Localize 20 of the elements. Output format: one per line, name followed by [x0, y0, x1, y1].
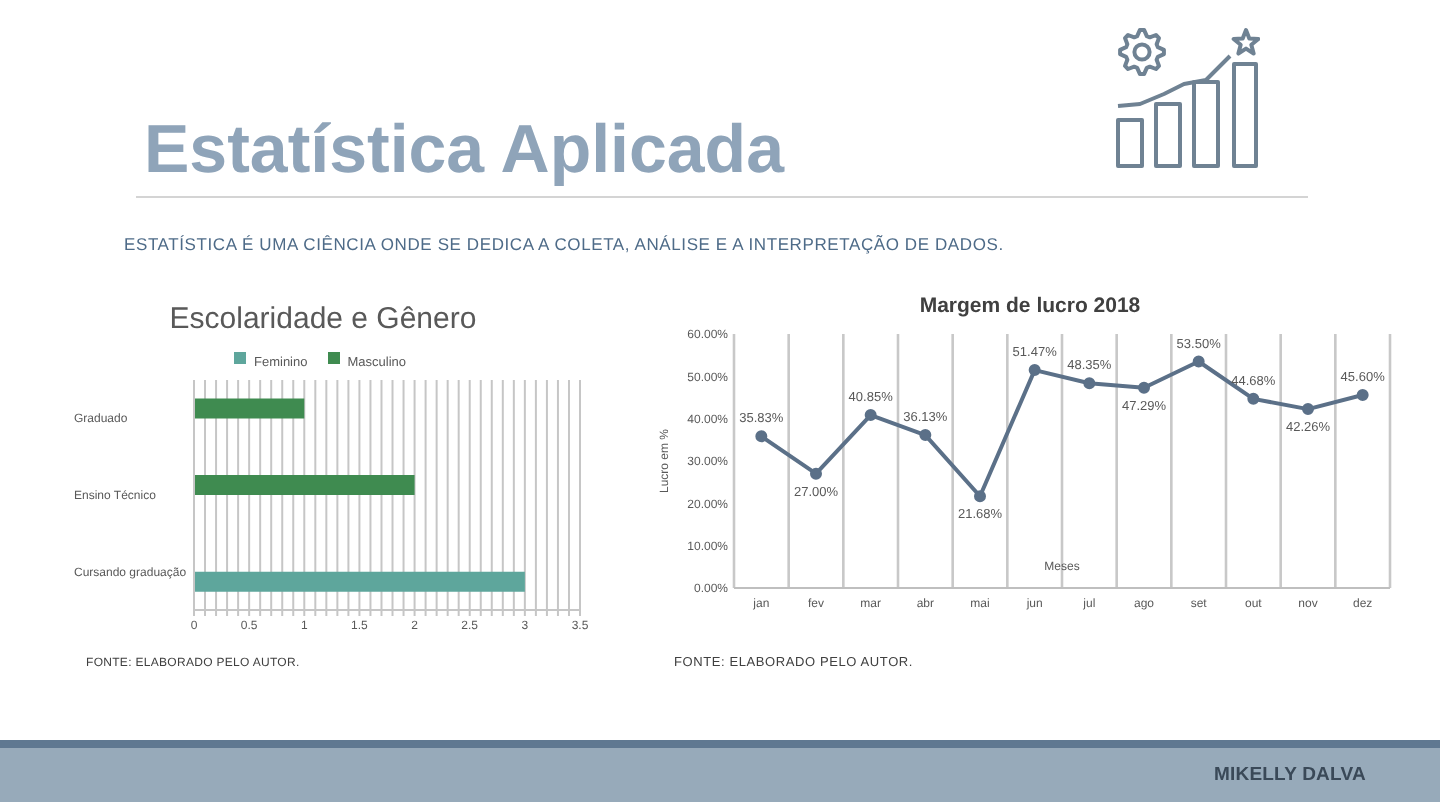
text: MIKELLY DALVA [1214, 764, 1366, 786]
point [1302, 403, 1314, 416]
point [1083, 377, 1096, 390]
point [1138, 381, 1150, 394]
point [974, 490, 986, 503]
text: ESTATÍSTICA É UMA CIÊNCIA ONDE SE DEDICA A COLETA, ANÁLISE E A INTERPRETAÇÃO DE DADOS. [124, 234, 1004, 254]
point [1247, 392, 1260, 405]
point [755, 430, 768, 443]
point [1356, 388, 1369, 401]
bar [194, 398, 305, 419]
text: Estatística Aplicada [144, 112, 784, 188]
point [1192, 355, 1205, 368]
point [1028, 364, 1041, 377]
point [810, 467, 822, 480]
chart-title: Margem de lucro 2018 [917, 292, 1143, 320]
point [919, 429, 932, 442]
point [864, 409, 877, 422]
chart-title: Escolaridade e Gênero [167, 302, 479, 338]
bar [194, 475, 415, 496]
bar [194, 571, 525, 592]
